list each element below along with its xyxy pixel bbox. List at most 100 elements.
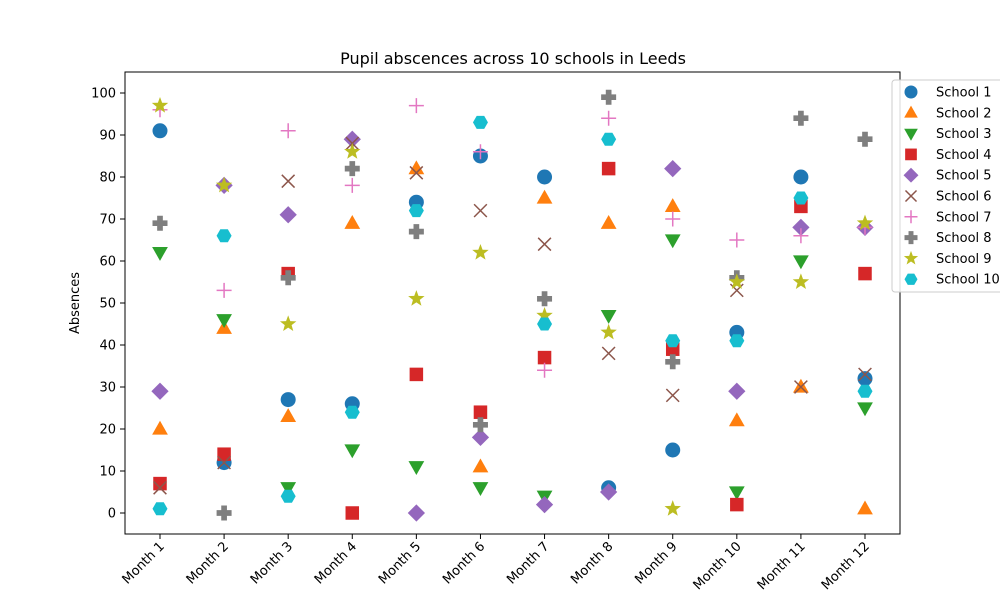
legend-label: School 6 (936, 190, 992, 205)
legend-label: School 10 (936, 273, 1000, 288)
data-point (857, 500, 873, 515)
y-tick-label: 100 (91, 87, 116, 102)
data-point (730, 497, 744, 512)
data-point (664, 159, 682, 178)
data-point (151, 382, 169, 400)
data-point (600, 214, 617, 229)
data-point (280, 408, 297, 423)
legend-label: School 8 (936, 231, 992, 246)
data-point (537, 169, 553, 185)
x-tick-label: Month 9 (632, 539, 680, 587)
data-point (279, 315, 297, 331)
x-tick-label: Month 1 (120, 539, 168, 587)
data-point (600, 309, 617, 324)
data-point (728, 382, 746, 400)
data-point (473, 203, 488, 218)
x-tick-label: Month 8 (568, 539, 616, 587)
series-2 (152, 160, 873, 515)
legend-label: School 2 (936, 106, 992, 121)
x-tick-label: Month 2 (184, 539, 232, 587)
data-point (408, 98, 424, 114)
data-point (408, 290, 425, 306)
data-point (152, 246, 168, 261)
series-8 (152, 89, 873, 521)
data-point (151, 96, 169, 113)
data-point (857, 371, 873, 387)
data-point (665, 442, 681, 458)
data-point (601, 132, 617, 146)
data-point (280, 123, 296, 139)
data-point (793, 191, 809, 205)
data-point (665, 388, 680, 403)
data-point (793, 255, 809, 270)
data-point (665, 334, 681, 348)
data-point (600, 483, 618, 501)
legend-label: School 4 (936, 148, 992, 163)
data-point (408, 461, 425, 476)
x-tick-label: Month 7 (504, 539, 552, 587)
data-point (408, 224, 424, 240)
legend-marker (904, 273, 918, 285)
plot-area (151, 89, 874, 522)
y-tick-label: 90 (99, 129, 116, 144)
legend-item: School 1 (904, 85, 992, 101)
data-point (152, 502, 168, 516)
data-point (858, 266, 872, 281)
y-axis: 0 10 20 30 40 50 60 70 80 90 100 (91, 87, 125, 522)
y-axis-label: Absences (68, 272, 83, 334)
legend-marker (903, 167, 919, 183)
series-6 (153, 136, 872, 495)
legend-item: School 4 (905, 148, 992, 163)
data-point (664, 500, 681, 516)
data-point (281, 174, 296, 189)
data-point (729, 232, 745, 248)
series-7 (152, 98, 873, 378)
data-point (601, 110, 617, 126)
legend-marker (903, 250, 919, 265)
series-1 (152, 123, 873, 496)
data-point (472, 482, 489, 497)
data-point (601, 89, 617, 105)
data-point (472, 417, 488, 433)
data-point (728, 486, 745, 501)
x-tick-label: Month 12 (819, 539, 873, 593)
data-point (279, 206, 297, 224)
data-point (536, 189, 553, 204)
legend-label: School 5 (936, 169, 992, 184)
data-point (217, 455, 231, 470)
legend-marker (904, 231, 918, 245)
data-point (858, 367, 872, 382)
data-point (216, 282, 232, 298)
x-tick-label: Month 4 (312, 539, 360, 587)
legend-label: School 9 (936, 252, 992, 267)
data-point (535, 495, 554, 514)
data-point (728, 412, 745, 427)
y-tick-label: 70 (99, 213, 116, 228)
data-point (152, 420, 168, 435)
legend-label: School 1 (936, 86, 992, 101)
x-tick-label: Month 6 (440, 539, 488, 587)
data-point (792, 218, 810, 237)
data-point (665, 354, 681, 370)
data-point (215, 176, 233, 193)
data-point (793, 110, 809, 126)
data-point (344, 177, 360, 193)
data-point (857, 384, 873, 398)
data-point (216, 505, 232, 521)
legend-marker (904, 210, 918, 224)
data-point (343, 130, 361, 148)
plot-frame (124, 71, 901, 535)
data-point (536, 306, 553, 323)
y-tick-label: 40 (99, 339, 116, 354)
legend-item: School 9 (903, 250, 992, 267)
data-point (537, 291, 553, 307)
y-tick-label: 80 (99, 171, 116, 186)
x-tick-label: Month 10 (691, 539, 745, 593)
data-point (153, 476, 167, 491)
data-point (537, 237, 552, 252)
series-3 (152, 234, 873, 505)
data-point (216, 229, 232, 243)
data-point (793, 169, 809, 185)
legend-item: School 7 (904, 210, 992, 225)
